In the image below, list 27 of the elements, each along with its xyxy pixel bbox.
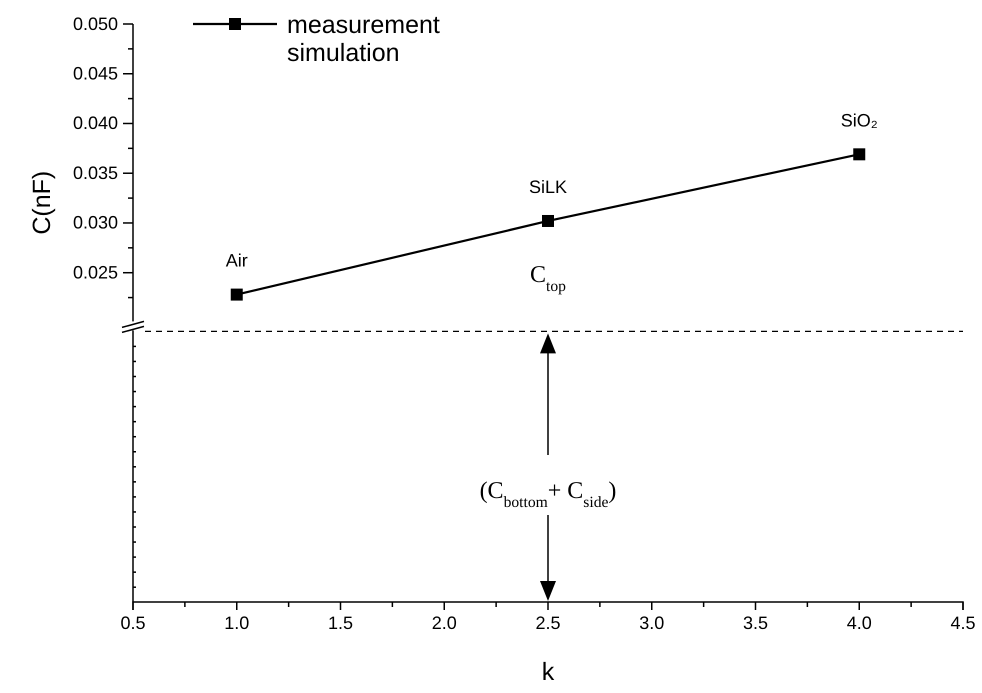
x-tick-label: 2.0 [432, 612, 457, 633]
y-tick-label: 0.025 [72, 262, 118, 282]
point [853, 148, 866, 160]
legend-label: measurement [287, 11, 440, 39]
x-axis-title: k [542, 658, 555, 686]
annotation: Air [226, 250, 248, 271]
y-tick-label: 0.045 [72, 64, 118, 84]
point [230, 288, 243, 301]
y-tick-label: 0.050 [72, 14, 118, 34]
x-tick-label: 4.5 [950, 612, 976, 633]
annotation: C$_{top}$ [530, 262, 566, 294]
x-tick-label: 3.5 [742, 612, 768, 633]
annotation: SiO₂ [840, 110, 878, 130]
y-tick-label: 0.030 [72, 212, 118, 233]
y-axis-title: C(nF) [28, 170, 56, 235]
x-tick-label: 2.5 [535, 612, 561, 633]
x-tick-label: 4.0 [846, 612, 872, 633]
y-tick-label: 0.040 [72, 113, 118, 134]
y-tick-label: 0.035 [72, 162, 118, 183]
annotation: simulation [287, 39, 400, 67]
x-tick-label: 0.5 [120, 612, 146, 633]
point [542, 214, 554, 227]
annotation: SiLK [528, 176, 568, 197]
x-tick-label: 1.0 [224, 612, 250, 633]
annotation: (C$_{bottom}$+ C$_{side}$) [480, 478, 616, 510]
x-tick-label: 1.5 [328, 612, 354, 633]
x-tick-label: 3.0 [639, 612, 664, 633]
